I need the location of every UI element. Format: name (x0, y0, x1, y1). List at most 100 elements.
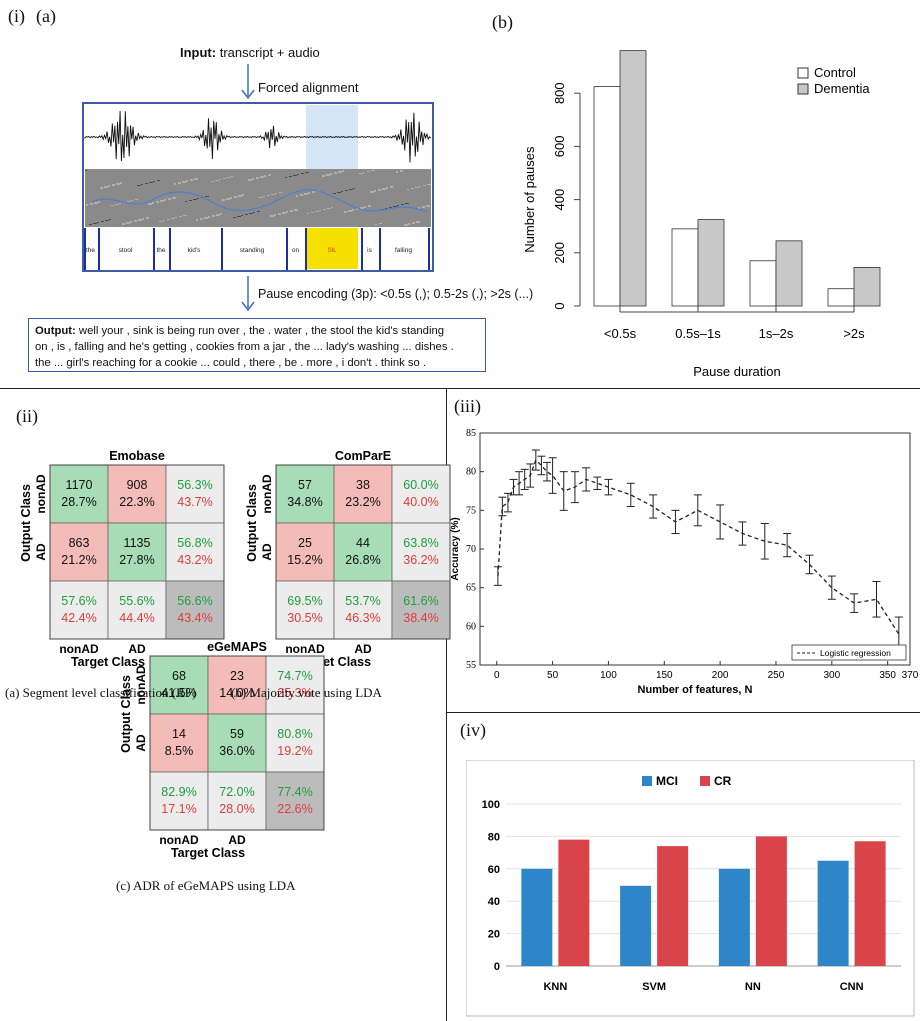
cell-percent: 30.5% (287, 611, 322, 625)
row-name: AD (34, 543, 48, 561)
x-tick-label: KNN (543, 981, 567, 993)
matrix-title: Emobase (109, 449, 165, 463)
x-tick-label: 100 (600, 670, 617, 681)
error-bar (537, 455, 546, 476)
confusion-matrix-compare: ComParE 57 34.8% 38 23.2% 60.0% 40.0% 25 15.2% 44… (245, 449, 451, 669)
error-bar (805, 554, 814, 575)
matrix-cell (165, 580, 225, 640)
y-tick-label: 65 (466, 583, 476, 594)
panel-label-i: (i) (8, 6, 25, 26)
bar-mci (620, 885, 652, 966)
matrix-cell (149, 713, 209, 773)
cell-percent: 26.8% (345, 553, 380, 567)
output-box: Output: well your , sink is being run ov… (28, 318, 486, 372)
y-axis-label: Accuracy (%) (450, 517, 461, 580)
panel-label-b: (b) (492, 12, 513, 32)
error-bar (827, 575, 836, 600)
series-line (497, 458, 900, 635)
matrix-cell (391, 522, 451, 582)
cell-value: 68 (172, 669, 186, 683)
cell-percent: 28.0% (219, 802, 254, 816)
cell-value: 77.4% (277, 785, 312, 799)
col-name: nonAD (159, 833, 199, 847)
matrix-cell (265, 713, 325, 773)
x-tick-label: 350 (879, 670, 896, 681)
y-tick-label: 0 (494, 961, 500, 973)
cell-percent: 27.8% (119, 553, 154, 567)
word-label: falling (395, 247, 412, 254)
row-name: AD (260, 543, 274, 561)
cell-percent: 38.4% (403, 611, 438, 625)
legend-label: Dementia (814, 81, 870, 96)
caption-b: (b) Majority vote using LDA (231, 685, 382, 700)
x-tick-label: 370 (902, 670, 918, 681)
cell-value: 56.6% (177, 594, 212, 608)
mci-cr-bar-chart: 0 20 40 60 80 100 KNN SVM NN CNN MCI CR (466, 760, 915, 1017)
word-label: on (292, 247, 300, 254)
caption-c: (c) ADR of eGeMAPS using LDA (116, 878, 296, 893)
cell-value: 60.0% (403, 478, 438, 492)
cell-value: 59 (230, 727, 244, 741)
word-label: the (86, 247, 95, 254)
bar-cr (755, 836, 787, 966)
y-tick-label: 600 (552, 136, 567, 158)
bar-control (593, 86, 621, 307)
x-tick-label: NN (745, 981, 761, 993)
row-axis-label: Output Class (19, 484, 33, 562)
cell-value: 863 (69, 536, 90, 550)
error-bar (604, 478, 613, 496)
matrix-cell (49, 580, 109, 640)
cell-value: 57 (298, 478, 312, 492)
cell-percent: 21.2% (61, 553, 96, 567)
cell-value: 69.5% (287, 594, 322, 608)
forced-alignment-label: Forced alignment (258, 80, 359, 95)
x-axis-label: Pause duration (693, 364, 780, 379)
word-label: kid's (188, 247, 202, 254)
x-tick-label: 0 (494, 670, 500, 681)
pause-encoding-label: Pause encoding (3p): <0.5s (,); 0.5-2s (… (258, 287, 534, 301)
y-tick-label: 80 (466, 467, 476, 478)
panel-label-ii: (ii) (16, 406, 38, 426)
matrix-cell (265, 771, 325, 831)
x-tick-label: SVM (642, 981, 666, 993)
error-bar (593, 476, 602, 490)
cell-value: 53.7% (345, 594, 380, 608)
cell-value: 55.6% (119, 594, 154, 608)
cell-percent: 36.2% (403, 553, 438, 567)
cell-value: 38 (356, 478, 370, 492)
matrix-cell (149, 771, 209, 831)
cell-value: 57.6% (61, 594, 96, 608)
error-bar (649, 494, 658, 519)
bar-cr (657, 846, 689, 966)
matrix-cell (391, 464, 451, 524)
error-bar (693, 494, 702, 527)
bar-mci (817, 860, 849, 966)
word-label: standing (240, 247, 265, 254)
error-bar (570, 471, 579, 504)
cell-value: 25 (298, 536, 312, 550)
y-tick-label: 55 (466, 660, 476, 671)
cell-percent: 46.3% (345, 611, 380, 625)
legend-label: Logistic regression (820, 648, 891, 658)
legend-swatch (797, 67, 809, 79)
accuracy-vs-features-chart: 55 60 65 70 75 80 85 0 50 100 150 200 250 300 350 370 Nu… (450, 428, 918, 696)
cell-value: 908 (127, 478, 148, 492)
y-tick-label: 60 (488, 864, 500, 876)
cell-value: 74.7% (277, 669, 312, 683)
x-tick-label: 200 (712, 670, 729, 681)
error-bar (493, 566, 502, 586)
error-bar (760, 522, 769, 560)
legend-swatch (797, 83, 809, 95)
error-bar (503, 492, 512, 513)
cell-percent: 41.5% (161, 686, 196, 700)
cell-value: 1170 (66, 478, 93, 492)
error-bar (738, 521, 747, 546)
matrix-cell (207, 655, 267, 715)
cell-value: 72.0% (219, 785, 254, 799)
legend-label: MCI (656, 774, 678, 788)
confusion-matrix-emobase: Emobase 1170 28.7% 908 22.3% 56.3% 43.7% 863 21.… (19, 449, 225, 669)
x-tick-label: 50 (547, 670, 559, 681)
error-bar (543, 461, 552, 482)
matrix-cell (391, 580, 451, 640)
matrix-cell (275, 464, 335, 524)
